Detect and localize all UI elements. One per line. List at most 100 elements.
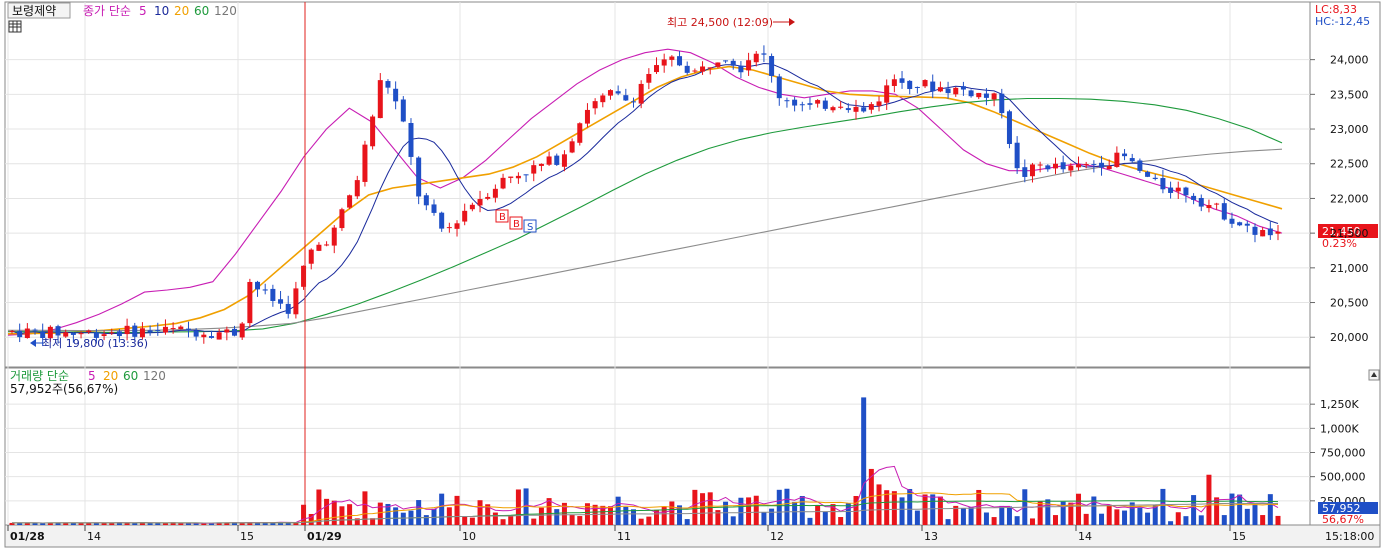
volume-bar bbox=[308, 513, 314, 525]
candle-body bbox=[983, 93, 989, 98]
candle-body bbox=[546, 156, 552, 165]
low-arrow-head bbox=[30, 339, 36, 347]
volume-bar bbox=[124, 522, 130, 525]
candle-body bbox=[147, 330, 153, 333]
volume-bar bbox=[1091, 496, 1097, 525]
volume-tick-label: 750,000 bbox=[1320, 447, 1366, 460]
volume-bar bbox=[1145, 512, 1151, 525]
volume-bar bbox=[1137, 507, 1143, 525]
buy-marker-2[interactable]: B bbox=[509, 216, 523, 230]
candle-body bbox=[700, 66, 706, 72]
stock-name-box[interactable] bbox=[7, 2, 71, 19]
candle-body bbox=[101, 334, 107, 337]
ma60-legend: 60 bbox=[194, 4, 209, 18]
candle-body bbox=[715, 62, 721, 67]
volume-bar bbox=[1175, 512, 1181, 525]
volume-bar bbox=[1060, 501, 1066, 525]
price-tick-label: 20,000 bbox=[1330, 331, 1369, 344]
volume-bar bbox=[485, 504, 491, 525]
volume-bar bbox=[822, 511, 828, 525]
candle-body bbox=[1175, 187, 1181, 192]
volume-bar bbox=[40, 523, 46, 525]
candle-body bbox=[1137, 160, 1143, 171]
volume-bar bbox=[178, 523, 184, 525]
candle-body bbox=[124, 325, 130, 335]
volume-bar bbox=[155, 522, 161, 525]
volume-bar bbox=[385, 503, 391, 525]
candle-body bbox=[285, 303, 291, 314]
candle-body bbox=[876, 101, 882, 106]
candle-body bbox=[1106, 166, 1112, 170]
candle-body bbox=[976, 92, 982, 98]
candle-body bbox=[891, 79, 897, 86]
candle-body bbox=[270, 288, 276, 301]
volume-bar bbox=[93, 522, 99, 525]
volume-bar bbox=[968, 506, 974, 525]
volume-bar bbox=[1076, 493, 1082, 525]
current-volume-text: 57,952주(56,67%) bbox=[10, 382, 118, 396]
candle-body bbox=[362, 144, 368, 182]
volume-bar bbox=[339, 506, 345, 525]
candle-body bbox=[216, 332, 222, 340]
volume-bar bbox=[715, 510, 721, 525]
volume-bar bbox=[592, 504, 598, 525]
candle-body bbox=[868, 104, 874, 110]
candle-body bbox=[707, 67, 713, 69]
volume-bar bbox=[347, 504, 353, 525]
candle-body bbox=[1214, 203, 1220, 205]
volume-bar bbox=[853, 496, 859, 525]
candle-body bbox=[162, 326, 168, 333]
candle-body bbox=[139, 328, 145, 338]
volume-bar bbox=[201, 523, 207, 525]
candle-body bbox=[78, 333, 84, 335]
candle-body bbox=[155, 330, 161, 332]
candle-body bbox=[1068, 165, 1074, 171]
stock-name: 보령제약 bbox=[12, 3, 56, 18]
candle-body bbox=[70, 332, 76, 335]
candle-body bbox=[845, 108, 851, 111]
volume-bar bbox=[500, 519, 506, 525]
candle-body bbox=[914, 86, 920, 88]
candle-body bbox=[815, 100, 821, 104]
volume-bar bbox=[707, 492, 713, 525]
candle-body bbox=[1160, 178, 1166, 190]
volume-bar bbox=[753, 495, 759, 525]
candle-body bbox=[1083, 164, 1089, 166]
volume-bar bbox=[730, 516, 736, 525]
candle-body bbox=[255, 281, 261, 290]
volume-bar bbox=[1191, 495, 1197, 525]
price-tick-label: 22,000 bbox=[1330, 192, 1369, 205]
volume-bar bbox=[193, 523, 199, 525]
sell-marker[interactable]: S bbox=[523, 219, 537, 233]
buy-marker-1[interactable]: B bbox=[495, 209, 509, 223]
candle-body bbox=[1206, 205, 1212, 209]
price-tick-label: 20,500 bbox=[1330, 297, 1369, 310]
candle-body bbox=[968, 90, 974, 97]
volume-bar bbox=[838, 517, 844, 525]
candle-body bbox=[1022, 167, 1028, 177]
candle-body bbox=[523, 174, 529, 176]
price-tick-label: 24,000 bbox=[1330, 54, 1369, 67]
ma120-legend: 120 bbox=[214, 4, 237, 18]
candle-body bbox=[1260, 230, 1266, 237]
candle-body bbox=[1244, 223, 1250, 226]
candle-body bbox=[822, 100, 828, 109]
volume-bar bbox=[1122, 510, 1128, 525]
x-tick-label: 15 bbox=[1232, 530, 1246, 543]
volume-bar bbox=[239, 523, 245, 525]
table-icon[interactable] bbox=[8, 20, 22, 33]
volume-panel-collapse-icon[interactable] bbox=[1368, 369, 1380, 381]
candle-body bbox=[9, 330, 15, 332]
volume-bar bbox=[362, 491, 368, 525]
volume-bar bbox=[738, 497, 744, 525]
current-volume: 57,952 bbox=[1322, 502, 1361, 515]
volume-bar bbox=[830, 504, 836, 525]
candle-body bbox=[1198, 197, 1204, 207]
volume-bar bbox=[492, 512, 498, 525]
volume-bar bbox=[70, 523, 76, 525]
candle-body bbox=[247, 281, 253, 324]
candle-body bbox=[577, 123, 583, 143]
candle-body bbox=[515, 175, 521, 179]
